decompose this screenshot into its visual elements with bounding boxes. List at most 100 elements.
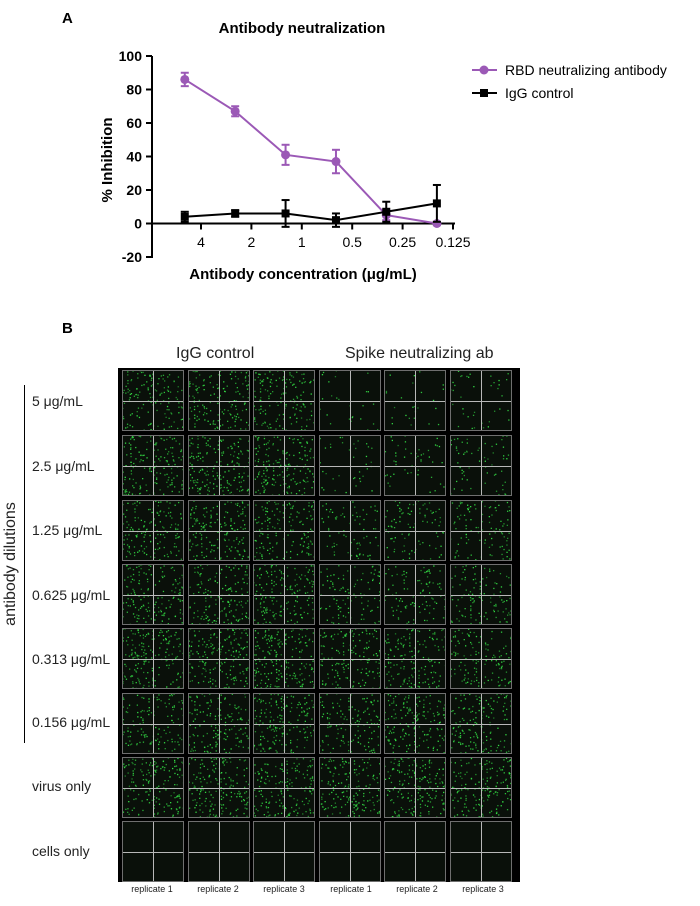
well-image	[384, 435, 446, 496]
well-image	[188, 500, 250, 561]
data-point	[231, 209, 240, 218]
well-image	[122, 500, 184, 561]
well-image	[122, 757, 184, 818]
data-point	[281, 209, 290, 218]
well-image	[122, 693, 184, 754]
y-tick-label: 100	[119, 48, 143, 64]
dilution-label: 0.625 μg/mL	[32, 587, 111, 603]
x-tick-label: 0.5	[342, 234, 362, 250]
well-image	[122, 628, 184, 689]
well-image	[319, 370, 381, 431]
series-line-1	[184, 202, 438, 222]
chart-series	[180, 71, 442, 228]
dilution-label: 0.156 μg/mL	[32, 714, 111, 730]
replicate-label: replicate 1	[330, 884, 372, 894]
y-tick-label: 20	[126, 182, 142, 198]
y-tick-label: -20	[122, 249, 142, 265]
replicate-label: replicate 2	[396, 884, 438, 894]
legend-entry: RBD neutralizing antibody	[505, 62, 667, 78]
well-image	[450, 370, 512, 431]
replicate-label: replicate 2	[197, 884, 239, 894]
data-point	[432, 199, 441, 208]
x-tick-label: 4	[197, 234, 205, 250]
well-image	[384, 370, 446, 431]
panel-a-label: A	[62, 10, 73, 27]
well-image	[122, 370, 184, 431]
well-image	[253, 693, 315, 754]
well-image	[188, 757, 250, 818]
well-image	[450, 564, 512, 625]
data-point	[230, 106, 240, 116]
well-image	[253, 757, 315, 818]
well-image	[253, 821, 315, 882]
chart-axes: -20 0 20 40 60 80 100 4 2 1 0.5 0.25 0.125	[119, 48, 471, 265]
y-tick-label: 60	[126, 115, 142, 131]
x-tick-label: 0.125	[435, 234, 470, 250]
well-image	[253, 564, 315, 625]
x-tick-label: 2	[248, 234, 256, 250]
well-image	[188, 693, 250, 754]
series-line-0	[184, 78, 438, 225]
well-image	[384, 564, 446, 625]
well-image	[253, 435, 315, 496]
neutralization-chart: Antibody neutralization -20 0 20 40 60 80 100 4…	[99, 20, 667, 283]
dilution-label: 1.25 μg/mL	[32, 522, 103, 538]
dilution-bracket	[24, 385, 25, 743]
chart-legend: RBD neutralizing antibody IgG control	[472, 62, 667, 101]
well-image	[384, 757, 446, 818]
panel-b-label: B	[62, 320, 73, 337]
well-image	[384, 500, 446, 561]
x-tick-label: 0.25	[389, 234, 416, 250]
data-point	[180, 212, 189, 221]
data-point	[331, 216, 340, 225]
well-image	[188, 370, 250, 431]
dilution-label: 5 μg/mL	[32, 393, 83, 409]
well-image	[450, 821, 512, 882]
y-tick-label: 80	[126, 82, 142, 98]
legend-marker	[480, 89, 488, 97]
dilution-label: virus only	[32, 778, 92, 794]
replicate-label: replicate 3	[462, 884, 504, 894]
well-image	[319, 500, 381, 561]
well-image	[319, 821, 381, 882]
well-image	[450, 628, 512, 689]
well-image	[188, 564, 250, 625]
x-tick-label: 1	[298, 234, 306, 250]
well-image	[253, 500, 315, 561]
replicate-label: replicate 1	[131, 884, 173, 894]
legend-marker	[479, 65, 489, 75]
well-image	[253, 628, 315, 689]
data-point	[281, 150, 291, 160]
well-image	[450, 693, 512, 754]
dilution-label: cells only	[32, 843, 90, 859]
well-image	[319, 693, 381, 754]
dilution-label: 2.5 μg/mL	[32, 458, 95, 474]
data-point	[180, 74, 190, 84]
well-image	[122, 435, 184, 496]
x-axis-label: Antibody concentration (μg/mL)	[189, 266, 417, 283]
well-image	[384, 628, 446, 689]
well-image	[188, 821, 250, 882]
well-image	[188, 628, 250, 689]
well-image	[450, 500, 512, 561]
well-plate-grid	[118, 368, 520, 882]
well-image	[319, 564, 381, 625]
side-label: antibody dilutions	[2, 502, 19, 626]
legend-entry: IgG control	[505, 85, 573, 101]
data-point	[382, 207, 391, 216]
y-tick-label: 0	[134, 216, 142, 232]
well-image	[122, 564, 184, 625]
y-axis-label: % Inhibition	[99, 118, 116, 203]
well-image	[450, 757, 512, 818]
dilution-label: 0.313 μg/mL	[32, 651, 111, 667]
well-image	[384, 693, 446, 754]
group-title-igg: IgG control	[176, 345, 255, 362]
well-image	[450, 435, 512, 496]
y-tick-label: 40	[126, 149, 142, 165]
well-image	[188, 435, 250, 496]
well-image	[122, 821, 184, 882]
group-title-spike: Spike neutralizing ab	[345, 345, 494, 362]
chart-title: Antibody neutralization	[219, 20, 386, 37]
data-point	[331, 157, 341, 167]
well-image	[319, 757, 381, 818]
